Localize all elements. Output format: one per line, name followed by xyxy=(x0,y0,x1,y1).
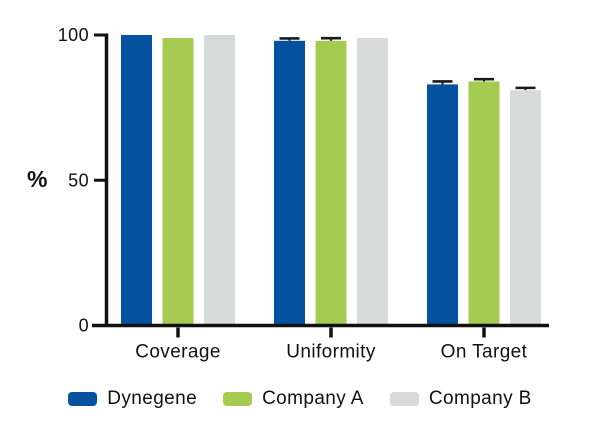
legend-swatch-dynegene xyxy=(68,392,98,406)
y-tick-label: 50 xyxy=(68,170,89,190)
x-category-label: On Target xyxy=(441,342,528,363)
legend-item-company-b: Company B xyxy=(389,388,532,410)
y-axis-label: % xyxy=(27,166,48,192)
x-category-label: Coverage xyxy=(135,342,221,363)
legend-label-company-a: Company A xyxy=(262,388,364,409)
y-tick-label: 100 xyxy=(58,25,89,45)
bar-on-target-company-b xyxy=(510,90,541,326)
bar-coverage-company-a xyxy=(162,37,194,326)
bar-uniformity-company-b xyxy=(357,37,388,326)
plot-area: 0 50 100 Coverage Uniformity On Target xyxy=(58,25,549,363)
bar-uniformity-company-a xyxy=(315,40,347,326)
bar-on-target-dynegene xyxy=(427,84,458,326)
legend-item-company-a: Company A xyxy=(223,388,364,410)
legend-swatch-company-b xyxy=(389,392,419,406)
legend-label-dynegene: Dynegene xyxy=(107,388,198,409)
legend: Dynegene Company A Company B xyxy=(0,388,600,410)
y-tick-label: 0 xyxy=(79,316,89,336)
legend-item-dynegene: Dynegene xyxy=(68,388,197,410)
bar-coverage-company-b xyxy=(204,35,235,326)
legend-label-company-b: Company B xyxy=(428,388,532,409)
bar-coverage-dynegene xyxy=(121,35,152,326)
bar-on-target-company-a xyxy=(468,81,500,326)
legend-swatch-company-a xyxy=(223,392,253,406)
bar-uniformity-dynegene xyxy=(274,40,305,326)
x-category-label: Uniformity xyxy=(286,342,376,363)
